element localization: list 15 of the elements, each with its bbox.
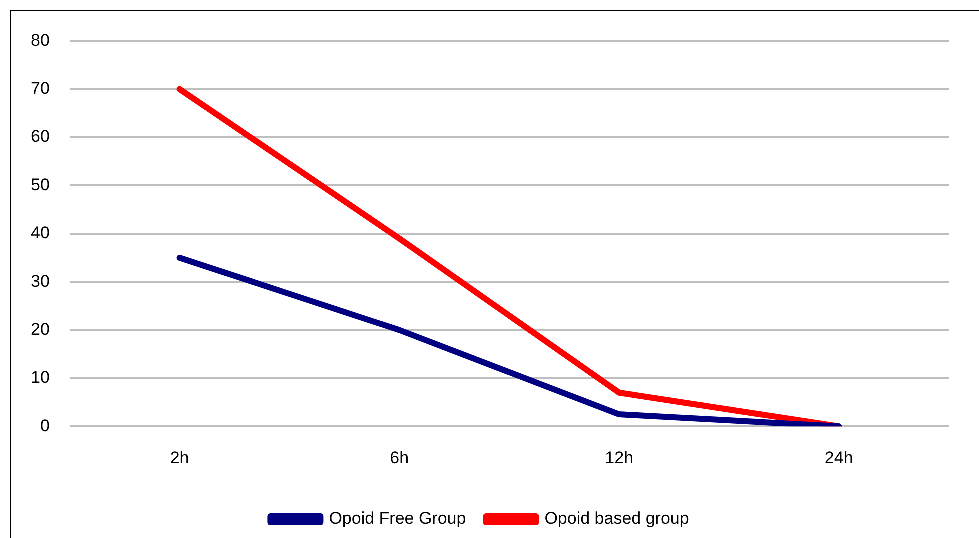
legend-label: Opoid based group: [544, 509, 690, 528]
y-tick-label: 30: [30, 272, 50, 291]
x-tick-label: 6h: [390, 448, 410, 468]
x-tick-label: 12h: [605, 448, 634, 468]
y-tick-label: 0: [40, 416, 50, 436]
y-tick-label: 20: [30, 320, 50, 339]
y-tick-label: 10: [30, 368, 50, 388]
x-tick-label: 24h: [824, 448, 854, 468]
legend-label: Opoid Free Group: [329, 509, 466, 528]
y-tick-label: 40: [30, 224, 50, 243]
x-tick-label: 2h: [170, 448, 190, 468]
y-tick-label: 60: [30, 127, 50, 146]
y-tick-label: 80: [30, 30, 50, 50]
y-tick-label: 70: [30, 79, 50, 98]
y-tick-label: 50: [30, 175, 50, 194]
